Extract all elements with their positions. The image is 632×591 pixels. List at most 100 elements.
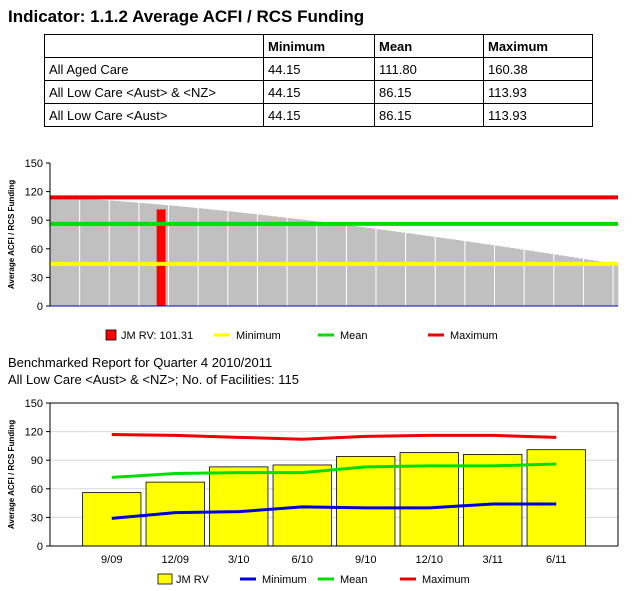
table-cell: 111.80 xyxy=(374,57,484,81)
quarter-bar xyxy=(272,464,332,547)
table-cell: 160.38 xyxy=(483,57,593,81)
y-tick-label: 90 xyxy=(31,455,43,467)
table-cell: 86.15 xyxy=(374,103,484,127)
facility-bar xyxy=(178,206,184,306)
legend-label: JM RV: 101.31 xyxy=(121,330,193,342)
facility-bar xyxy=(104,200,110,306)
x-tick-label: 9/09 xyxy=(101,554,122,566)
legend-label: Mean xyxy=(340,330,368,342)
facility-bar xyxy=(282,217,288,306)
facility-distribution-chart: 0 30 60 90 120 150 Average ACFI / RCS Funding J… xyxy=(7,158,619,342)
facility-bar xyxy=(390,231,397,306)
facility-bar xyxy=(380,229,387,306)
table-cell: 113.93 xyxy=(483,80,593,104)
facility-bar xyxy=(114,200,120,306)
facility-bar xyxy=(420,235,426,306)
page-title: Indicator: 1.1.2 Average ACFI / RCS Fund… xyxy=(8,7,365,26)
facility-bar xyxy=(183,206,189,306)
facility-bar xyxy=(410,233,416,306)
highlight-bar xyxy=(156,209,166,306)
facility-bar xyxy=(573,257,579,306)
table-cell: 44.15 xyxy=(263,80,375,104)
quarter-bar xyxy=(336,455,396,547)
y-tick-label: 0 xyxy=(37,541,43,553)
facility-bar xyxy=(173,205,179,306)
facility-bar xyxy=(375,229,382,306)
facility-bar xyxy=(168,205,174,306)
facility-bar xyxy=(188,207,194,306)
y-tick-label: 150 xyxy=(25,158,43,170)
x-tick-label: 3/10 xyxy=(228,554,249,566)
series-line-minimum xyxy=(111,502,557,520)
report-subtitle: Benchmarked Report for Quarter 4 2010/20… xyxy=(8,355,273,370)
facility-bar xyxy=(366,227,372,306)
facility-bar xyxy=(138,202,145,306)
facility-bar xyxy=(94,199,100,306)
y-axis-label: Average ACFI / RCS Funding xyxy=(7,180,16,289)
legend-label: JM RV xyxy=(176,574,209,586)
facility-bar xyxy=(489,245,495,306)
facility-bar xyxy=(50,197,56,306)
facility-bar xyxy=(252,214,258,306)
facility-bar xyxy=(563,256,569,306)
facility-bar xyxy=(385,230,392,306)
y-tick-label: 150 xyxy=(25,398,43,410)
table-cell: All Low Care <Aust> xyxy=(44,103,264,127)
facility-bar xyxy=(435,237,441,306)
x-tick-label: 6/10 xyxy=(292,554,313,566)
facility-bar xyxy=(568,256,574,306)
x-tick-label: 12/09 xyxy=(161,554,189,566)
quarter-bar xyxy=(463,454,523,547)
facility-bar xyxy=(553,254,560,306)
legend-label: Maximum xyxy=(450,330,498,342)
table-cell: 86.15 xyxy=(374,80,484,104)
facility-bar xyxy=(371,228,377,306)
legend-label: Mean xyxy=(340,574,368,586)
y-tick-label: 90 xyxy=(31,215,43,227)
facility-bar xyxy=(74,198,80,306)
facility-bar xyxy=(578,258,584,306)
table-cell: 44.15 xyxy=(263,103,375,127)
facility-bar xyxy=(203,208,209,306)
facility-bar xyxy=(119,201,125,306)
facility-bar xyxy=(198,208,204,306)
table-header-cell: Mean xyxy=(374,34,484,58)
facility-bar xyxy=(69,198,75,306)
facility-bar xyxy=(445,238,451,306)
legend-swatch-box xyxy=(105,329,117,341)
facility-bar xyxy=(208,209,214,306)
facility-bar xyxy=(143,203,150,306)
quarter-bar xyxy=(82,492,142,547)
facility-bar xyxy=(534,251,540,306)
facility-bar xyxy=(222,210,229,306)
x-tick-label: 9/10 xyxy=(355,554,376,566)
facility-bar xyxy=(613,263,619,306)
facility-bar xyxy=(351,225,357,306)
y-tick-label: 60 xyxy=(31,484,43,496)
facility-bar xyxy=(608,263,614,306)
facility-bar xyxy=(217,210,224,306)
facility-bar xyxy=(479,243,485,306)
y-tick-label: 30 xyxy=(31,512,43,524)
facility-bar xyxy=(277,216,283,306)
facility-bar xyxy=(519,249,525,306)
facility-bar xyxy=(361,227,367,306)
facility-bar xyxy=(247,213,253,306)
facility-bar xyxy=(133,202,140,306)
facility-bar xyxy=(459,240,466,306)
report-facility-count: All Low Care <Aust> & <NZ>; No. of Facil… xyxy=(8,372,299,387)
facility-bar xyxy=(193,207,199,306)
quarterly-trend-chart: 0 30 60 90 120 150 9/09 12/09 3/10 6/10 9/10 12/10 3… xyxy=(7,398,619,586)
table-cell: All Low Care <Aust> & <NZ> xyxy=(44,80,264,104)
facility-bar xyxy=(588,260,594,306)
facility-bar xyxy=(405,233,411,306)
facility-bar xyxy=(212,209,219,306)
table-header-cell: Minimum xyxy=(263,34,375,58)
facility-bar xyxy=(469,242,476,306)
facility-bar xyxy=(415,234,421,306)
facility-bar xyxy=(99,199,105,306)
facility-bar xyxy=(499,246,505,306)
x-tick-label: 12/10 xyxy=(415,554,443,566)
y-tick-label: 120 xyxy=(25,187,43,199)
facility-bar xyxy=(450,239,456,306)
